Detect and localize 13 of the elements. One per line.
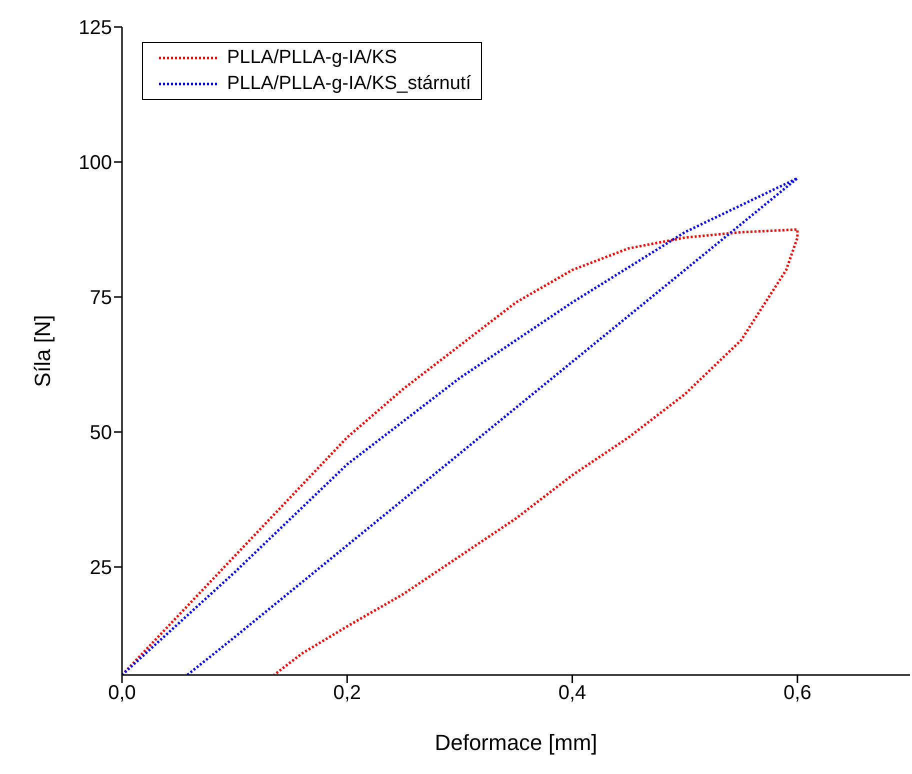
- x-tick-label: 0,0: [108, 682, 136, 704]
- y-axis-title: Síla [N]: [30, 314, 55, 388]
- legend-label: PLLA/PLLA-g-IA/KS_stárnutí: [227, 72, 471, 96]
- x-tick-label: 0,2: [333, 682, 362, 704]
- x-tick-label: 0,4: [558, 682, 586, 704]
- x-tick-label: 0,6: [784, 682, 812, 704]
- y-tick-label: 75: [90, 287, 112, 310]
- y-tick-label: 125: [78, 17, 112, 40]
- legend-label: PLLA/PLLA-g-IA/KS: [227, 46, 398, 70]
- x-axis-title: Deformace [mm]: [434, 730, 598, 755]
- y-tick-label: 50: [90, 422, 112, 444]
- y-tick-label: 25: [90, 557, 112, 580]
- y-tick-label: 100: [78, 152, 112, 174]
